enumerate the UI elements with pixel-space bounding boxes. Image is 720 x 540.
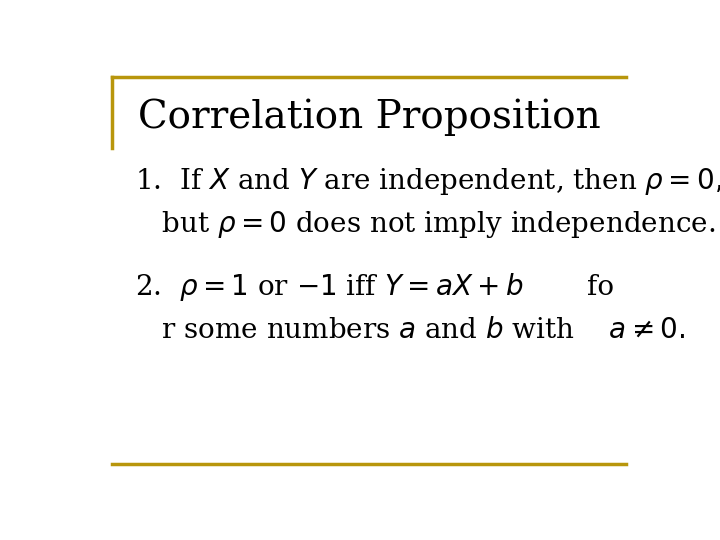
Text: fo: fo	[587, 274, 613, 301]
Text: but $\rho = 0$ does not imply independence.: but $\rho = 0$ does not imply independen…	[135, 210, 715, 240]
Text: Correlation Proposition: Correlation Proposition	[138, 98, 600, 136]
Text: 1.  If $X$ and $Y$ are independent, then $\rho = 0,$: 1. If $X$ and $Y$ are independent, then …	[135, 166, 720, 197]
Text: r some numbers $a$ and $b$ with    $a \neq 0.$: r some numbers $a$ and $b$ with $a \neq …	[135, 318, 685, 345]
Text: 2.  $\rho = 1$ or $-1$ iff $Y = aX + b$: 2. $\rho = 1$ or $-1$ iff $Y = aX + b$	[135, 271, 523, 303]
